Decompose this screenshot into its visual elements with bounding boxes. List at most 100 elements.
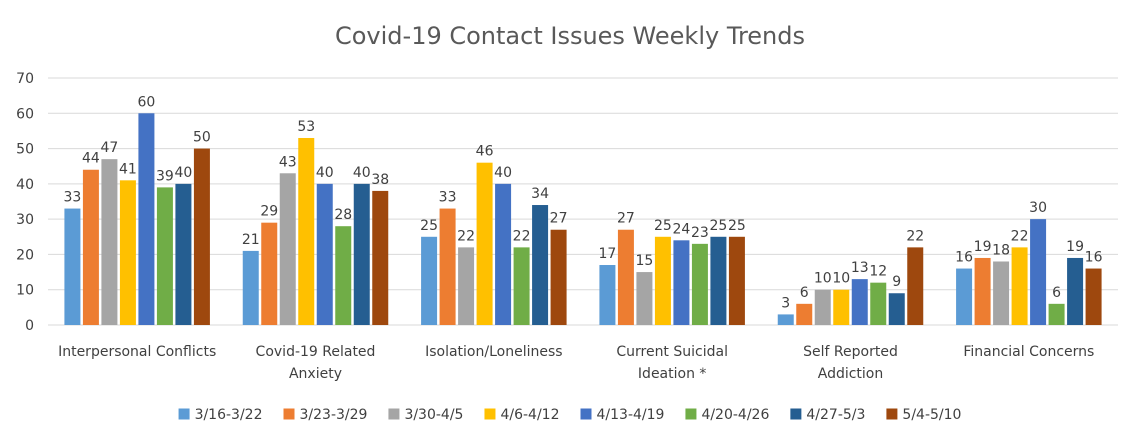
bar bbox=[532, 205, 549, 325]
legend-label: 4/13-4/19 bbox=[597, 407, 665, 423]
bar bbox=[439, 208, 456, 325]
category-label: Addiction bbox=[818, 366, 884, 382]
data-label: 34 bbox=[531, 186, 549, 202]
category-label: Anxiety bbox=[289, 366, 342, 382]
bar bbox=[353, 183, 370, 325]
bar bbox=[476, 162, 493, 325]
category-label: Self Reported bbox=[803, 344, 898, 360]
data-label: 9 bbox=[892, 274, 901, 290]
bar bbox=[513, 247, 530, 325]
bar bbox=[316, 183, 333, 325]
bar bbox=[851, 279, 868, 325]
bar bbox=[421, 236, 438, 325]
bar bbox=[175, 183, 192, 325]
bar bbox=[156, 187, 173, 325]
legend-swatch bbox=[790, 408, 802, 420]
category-label: Financial Concerns bbox=[963, 344, 1094, 360]
data-label: 40 bbox=[175, 165, 193, 181]
bar bbox=[298, 137, 315, 325]
data-label: 40 bbox=[353, 165, 371, 181]
data-label: 46 bbox=[476, 144, 494, 160]
legend-label: 3/16-3/22 bbox=[195, 407, 263, 423]
legend-swatch bbox=[685, 408, 697, 420]
legend-label: 3/23-3/29 bbox=[300, 407, 368, 423]
data-label: 22 bbox=[1011, 228, 1029, 244]
data-label: 6 bbox=[1052, 285, 1061, 301]
data-label: 25 bbox=[420, 218, 438, 234]
legend-swatch bbox=[886, 408, 898, 420]
bar bbox=[372, 190, 389, 325]
legend-label: 4/20-4/26 bbox=[701, 407, 769, 423]
legend-swatch bbox=[388, 408, 400, 420]
bar bbox=[617, 229, 634, 325]
legend-swatch bbox=[580, 408, 592, 420]
data-label: 12 bbox=[869, 264, 887, 280]
data-label: 28 bbox=[334, 207, 352, 223]
y-tick-label: 50 bbox=[16, 142, 34, 158]
legend-label: 3/30-4/5 bbox=[404, 407, 463, 423]
data-label: 25 bbox=[654, 218, 672, 234]
bar bbox=[64, 208, 81, 325]
y-tick-label: 40 bbox=[16, 177, 34, 193]
data-label: 17 bbox=[599, 246, 617, 262]
data-label: 24 bbox=[673, 221, 691, 237]
bar bbox=[242, 250, 259, 325]
legend-swatch bbox=[283, 408, 295, 420]
gridlines bbox=[48, 77, 1118, 326]
y-axis-ticks: 0 10 20 30 40 50 60 70 bbox=[16, 71, 34, 334]
bar bbox=[1048, 303, 1065, 325]
data-label: 47 bbox=[101, 140, 119, 156]
y-tick-label: 20 bbox=[16, 247, 34, 263]
data-label: 13 bbox=[851, 260, 869, 276]
data-label: 33 bbox=[439, 190, 457, 206]
bar bbox=[335, 226, 352, 325]
category-labels: Interpersonal Conflicts Covid-19 Related A… bbox=[58, 344, 1094, 382]
bar bbox=[796, 303, 813, 325]
data-label: 22 bbox=[457, 228, 475, 244]
bar bbox=[279, 173, 296, 325]
bar bbox=[956, 268, 973, 325]
legend: 3/16-3/22 3/23-3/29 3/30-4/5 4/6-4/12 4/13-4… bbox=[178, 407, 961, 423]
bar bbox=[550, 229, 567, 325]
data-label: 40 bbox=[316, 165, 334, 181]
bar bbox=[833, 289, 850, 325]
data-label: 27 bbox=[617, 211, 635, 227]
data-label: 21 bbox=[242, 232, 260, 248]
data-label: 60 bbox=[138, 94, 156, 110]
bar bbox=[907, 247, 924, 325]
legend-swatch bbox=[484, 408, 496, 420]
data-label: 19 bbox=[974, 239, 992, 255]
bar bbox=[888, 293, 905, 325]
data-label: 29 bbox=[260, 204, 278, 220]
bar bbox=[654, 236, 671, 325]
data-label: 50 bbox=[193, 130, 211, 146]
data-label: 18 bbox=[992, 242, 1010, 258]
data-label: 44 bbox=[82, 151, 100, 167]
data-label: 10 bbox=[814, 271, 832, 287]
bar bbox=[710, 236, 727, 325]
legend-swatch bbox=[178, 408, 190, 420]
bar bbox=[82, 169, 99, 325]
bar bbox=[119, 180, 136, 325]
data-label: 23 bbox=[691, 225, 709, 241]
y-tick-label: 0 bbox=[25, 318, 34, 334]
y-tick-label: 70 bbox=[16, 71, 34, 87]
data-label: 53 bbox=[297, 119, 315, 135]
data-label: 3 bbox=[781, 295, 790, 311]
data-label: 38 bbox=[371, 172, 389, 188]
bar bbox=[1011, 247, 1028, 325]
data-label: 22 bbox=[906, 228, 924, 244]
bar bbox=[193, 148, 210, 325]
bar bbox=[974, 257, 991, 325]
data-label: 6 bbox=[800, 285, 809, 301]
bar bbox=[138, 113, 155, 326]
category-label: Isolation/Loneliness bbox=[425, 344, 562, 360]
bar bbox=[495, 183, 512, 325]
bar bbox=[691, 243, 708, 325]
data-label: 16 bbox=[955, 250, 973, 266]
data-label: 30 bbox=[1029, 200, 1047, 216]
data-label: 27 bbox=[550, 211, 568, 227]
data-label: 15 bbox=[636, 253, 654, 269]
legend-label: 4/27-5/3 bbox=[806, 407, 865, 423]
category-label: Ideation * bbox=[638, 366, 706, 382]
